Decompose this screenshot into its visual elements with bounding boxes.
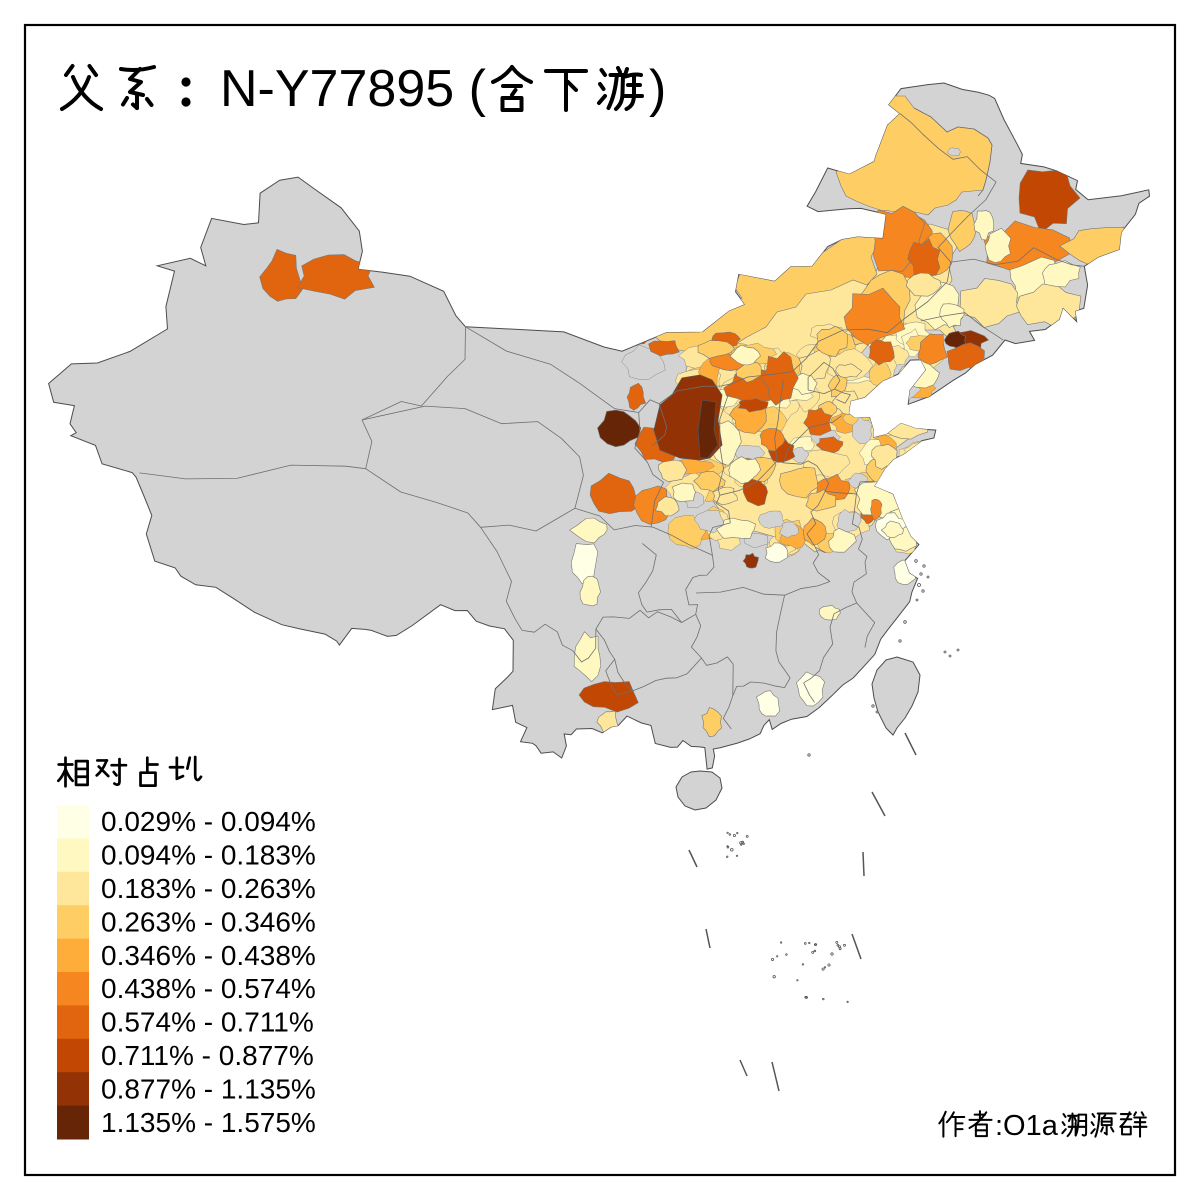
svg-text:0.877% - 1.135%: 0.877% - 1.135% (101, 1073, 316, 1104)
svg-text:0.263% - 0.346%: 0.263% - 0.346% (101, 906, 316, 937)
svg-text:0.438% - 0.574%: 0.438% - 0.574% (101, 973, 316, 1004)
svg-text:N-Y77895 (: N-Y77895 ( (220, 60, 487, 118)
svg-text:0.711% - 0.877%: 0.711% - 0.877% (101, 1040, 314, 1071)
svg-text:0.574% - 0.711%: 0.574% - 0.711% (101, 1007, 314, 1038)
svg-text:0.183% - 0.263%: 0.183% - 0.263% (101, 873, 316, 904)
svg-text::O1a: :O1a (995, 1110, 1059, 1142)
svg-text:1.135% - 1.575%: 1.135% - 1.575% (101, 1107, 316, 1138)
svg-text:): ) (649, 60, 666, 118)
svg-text:0.346% - 0.438%: 0.346% - 0.438% (101, 940, 316, 971)
svg-text:0.094% - 0.183%: 0.094% - 0.183% (101, 840, 316, 871)
svg-text:0.029% - 0.094%: 0.029% - 0.094% (101, 806, 316, 837)
